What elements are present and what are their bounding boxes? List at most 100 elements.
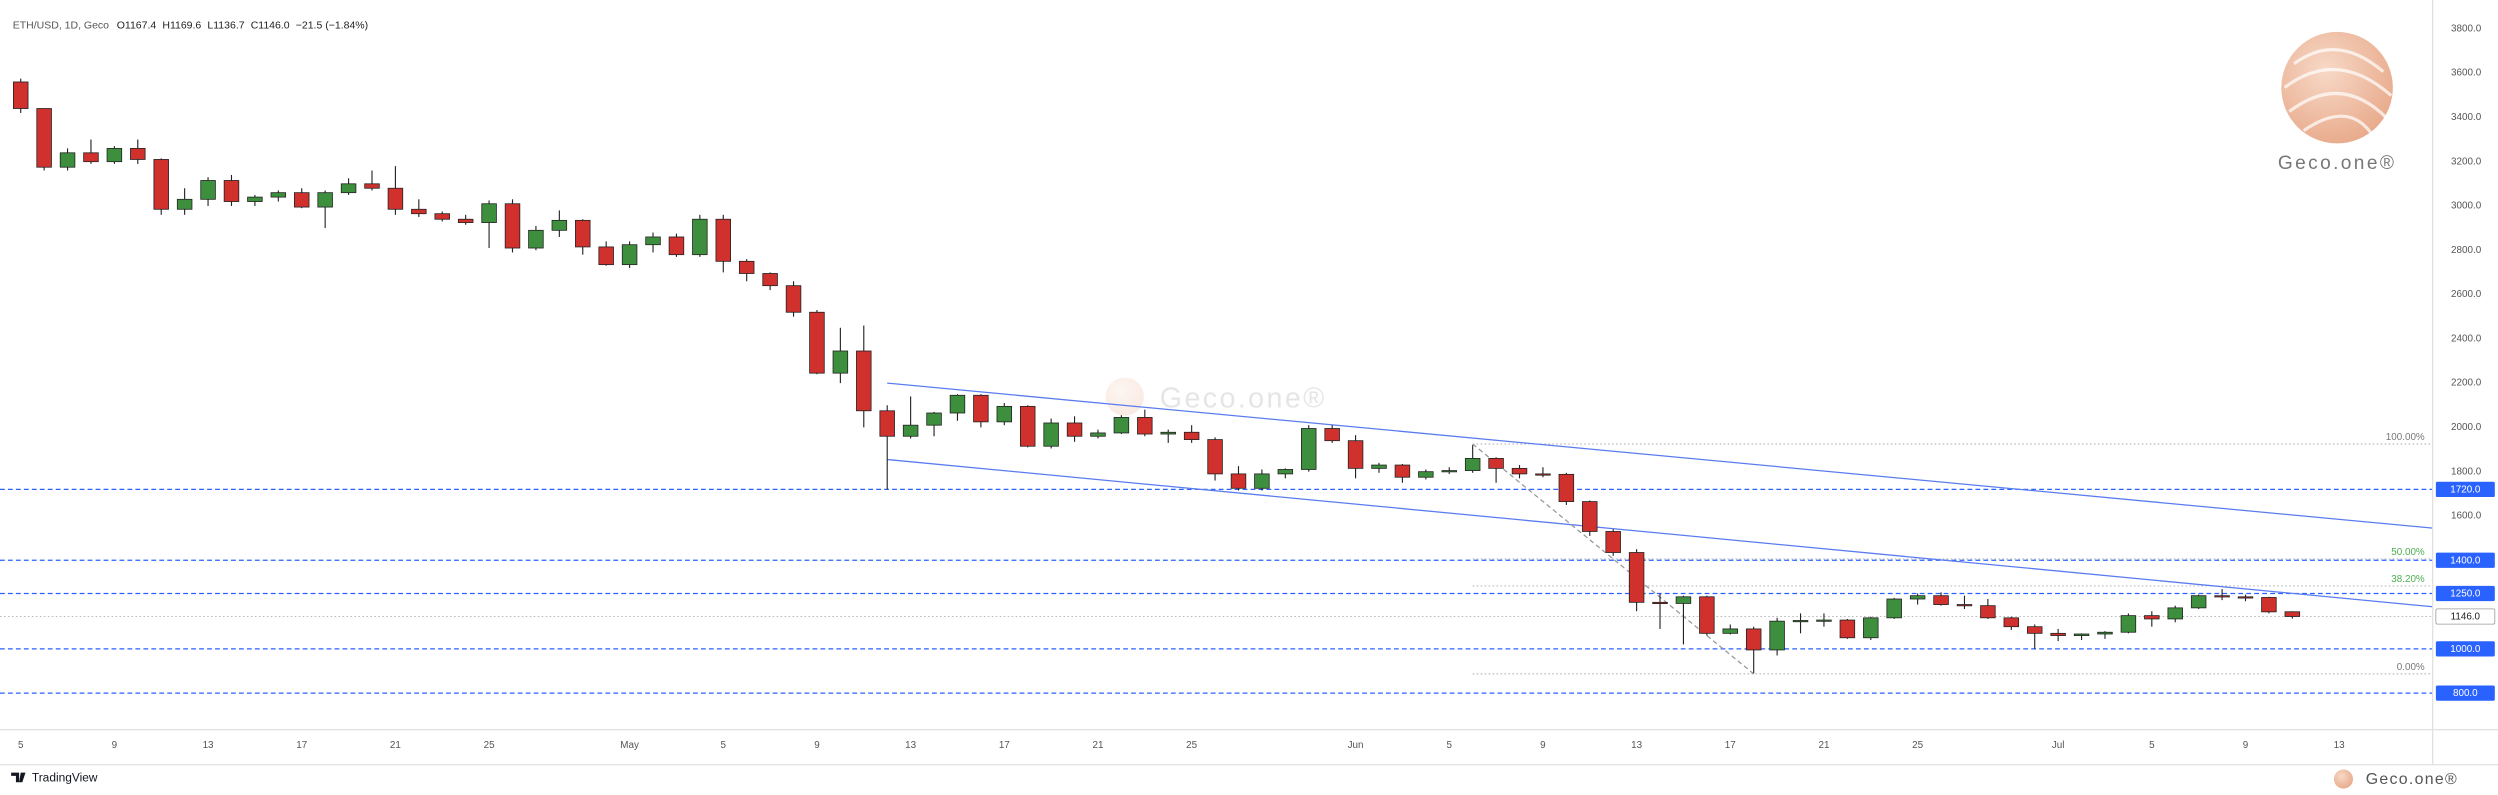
x-tick-label: 13 <box>905 740 916 751</box>
y-tick-label: 2600.0 <box>2451 289 2482 300</box>
candle-body <box>457 218 474 223</box>
candle-body <box>504 203 521 249</box>
candle-body <box>1699 596 1715 634</box>
candle-body <box>200 180 216 200</box>
y-tick-label: 2800.0 <box>2451 245 2482 256</box>
candle-body <box>621 244 638 266</box>
candle-body <box>59 152 76 168</box>
candle-body <box>1066 422 1083 437</box>
symbol: ETH/USD, 1D, Geco <box>13 19 109 31</box>
y-tick-label: 2000.0 <box>2451 422 2482 433</box>
candle-body <box>715 218 731 262</box>
y-tick-label: 3800.0 <box>2451 23 2482 34</box>
ohlc-key: O <box>117 19 125 31</box>
candle-body <box>2120 615 2137 633</box>
x-tick-label: 25 <box>1912 740 1923 751</box>
candle-body <box>1535 473 1551 476</box>
candle-body <box>130 147 146 160</box>
x-tick-label: Jun <box>1348 740 1364 751</box>
candle-body <box>1582 501 1598 532</box>
fib-label: 38.20% <box>2391 574 2425 585</box>
candle-body <box>1909 595 1926 600</box>
candle-body <box>1628 552 1645 603</box>
y-tick-label: 3600.0 <box>2451 68 2482 79</box>
candle-body <box>1558 473 1575 502</box>
candle-body <box>176 198 193 210</box>
x-tick-label: 25 <box>1186 740 1197 751</box>
bottom-logo-text: Geco.one® <box>2366 771 2458 788</box>
x-tick-label: 5 <box>721 740 727 751</box>
candle-body <box>856 350 872 412</box>
candle-body <box>1769 620 1785 651</box>
ohlc-key: L <box>207 19 213 31</box>
x-tick-label: 9 <box>814 740 820 751</box>
candle-body <box>785 285 802 313</box>
candle-body <box>1277 469 1294 475</box>
candle-body <box>1183 431 1200 440</box>
tv-icon <box>11 772 26 783</box>
candle-body <box>2073 633 2090 636</box>
x-tick-label: May <box>620 740 639 751</box>
x-tick-label: 5 <box>1447 740 1453 751</box>
candle-body <box>1980 605 1996 619</box>
candle-body <box>1745 628 1762 651</box>
candle-body <box>645 236 661 246</box>
candle-body <box>106 147 123 163</box>
x-tick-label: 21 <box>390 740 401 751</box>
candle-body <box>294 192 310 208</box>
candle-body <box>996 405 1013 423</box>
candle-body <box>1488 458 1504 469</box>
candle-body <box>36 108 52 168</box>
candle-body <box>598 246 614 266</box>
y-tick-label: 1800.0 <box>2451 466 2482 477</box>
y-tick-label: 2200.0 <box>2451 378 2482 389</box>
ohlc-value: 1136.7 <box>213 19 244 31</box>
candle-body <box>2261 597 2277 613</box>
x-tick-label: 9 <box>112 740 118 751</box>
candle-body <box>2050 632 2066 636</box>
candle-body <box>1511 467 1528 475</box>
candle-body <box>926 412 942 426</box>
candle-body <box>832 350 849 374</box>
fib-label: 50.00% <box>2391 547 2425 558</box>
candle-body <box>1652 601 1668 605</box>
candle-body <box>317 192 333 208</box>
x-tick-label: Jul <box>2052 740 2065 751</box>
candle-body <box>1675 596 1692 604</box>
candle-body <box>340 183 357 194</box>
candle-body <box>2026 626 2043 634</box>
candle-body <box>902 424 919 437</box>
candle-body <box>1863 617 1879 639</box>
candle-body <box>434 213 450 220</box>
candle-body <box>2237 596 2254 599</box>
x-tick-label: 9 <box>1540 740 1546 751</box>
ohlc-value: 1169.6 <box>170 19 201 31</box>
candle-body <box>1371 464 1387 469</box>
candle-body <box>1043 422 1059 447</box>
candle-body <box>1137 417 1153 435</box>
ohlc-key: C <box>251 19 259 31</box>
candle-body <box>879 410 895 437</box>
candle-body <box>2214 595 2230 598</box>
candle-body <box>2190 595 2207 609</box>
candle-body <box>1464 458 1481 471</box>
candle-body <box>387 187 404 210</box>
candle-body <box>247 196 263 202</box>
fib-label: 0.00% <box>2397 662 2425 673</box>
x-tick-label: 21 <box>1092 740 1103 751</box>
candle-body <box>270 192 287 198</box>
candle-body <box>2144 615 2160 620</box>
candle-body <box>1441 470 1457 473</box>
trendline <box>887 382 2433 529</box>
trendline <box>887 458 2433 608</box>
level-box <box>2435 641 2495 657</box>
change: −21.5 (−1.84%) <box>296 19 368 31</box>
watermark-logo <box>1105 377 1144 416</box>
y-tick-label: 1600.0 <box>2451 511 2482 522</box>
candle-body <box>528 229 544 249</box>
candle-body <box>551 219 568 231</box>
ohlc-value: 1146.0 <box>258 19 289 31</box>
candle-body <box>738 260 755 274</box>
candle-body <box>1301 428 1317 470</box>
